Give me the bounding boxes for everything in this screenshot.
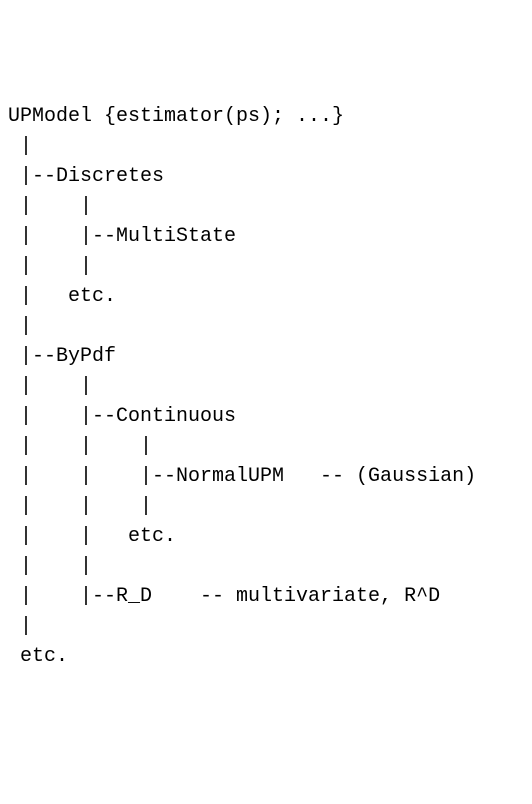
tree-line: |--ByPdf bbox=[8, 342, 524, 372]
tree-line: | | | bbox=[8, 432, 524, 462]
tree-line: etc. bbox=[8, 642, 524, 672]
tree-line: | | etc. bbox=[8, 522, 524, 552]
tree-line: | bbox=[8, 132, 524, 162]
class-hierarchy-tree: UPModel {estimator(ps); ...} | |--Discre… bbox=[8, 102, 524, 672]
tree-line: UPModel {estimator(ps); ...} bbox=[8, 102, 524, 132]
tree-line: | bbox=[8, 312, 524, 342]
tree-line: | | bbox=[8, 372, 524, 402]
tree-line: | | |--NormalUPM -- (Gaussian) bbox=[8, 462, 524, 492]
tree-line: | | bbox=[8, 252, 524, 282]
tree-line: |--Discretes bbox=[8, 162, 524, 192]
tree-line: | |--Continuous bbox=[8, 402, 524, 432]
tree-line: | | bbox=[8, 552, 524, 582]
tree-line: | | | bbox=[8, 492, 524, 522]
tree-line: | |--R_D -- multivariate, R^D bbox=[8, 582, 524, 612]
tree-line: | |--MultiState bbox=[8, 222, 524, 252]
tree-line: | | bbox=[8, 192, 524, 222]
tree-line: | bbox=[8, 612, 524, 642]
tree-line: | etc. bbox=[8, 282, 524, 312]
